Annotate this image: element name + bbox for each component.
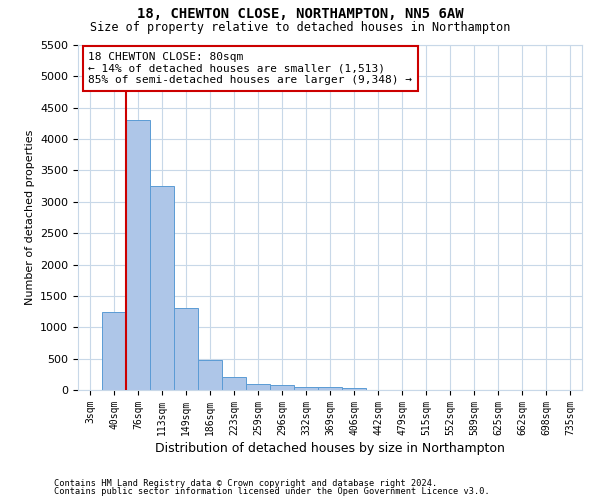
Bar: [126, 120, 150, 390]
Text: Size of property relative to detached houses in Northampton: Size of property relative to detached ho…: [90, 22, 510, 35]
Y-axis label: Number of detached properties: Number of detached properties: [25, 130, 35, 305]
Text: 18 CHEWTON CLOSE: 80sqm
← 14% of detached houses are smaller (1,513)
85% of semi: 18 CHEWTON CLOSE: 80sqm ← 14% of detache…: [88, 52, 412, 85]
Bar: [318, 388, 342, 390]
Text: Contains public sector information licensed under the Open Government Licence v3: Contains public sector information licen…: [54, 487, 490, 496]
Bar: [222, 378, 246, 390]
Text: 18, CHEWTON CLOSE, NORTHAMPTON, NN5 6AW: 18, CHEWTON CLOSE, NORTHAMPTON, NN5 6AW: [137, 8, 463, 22]
Bar: [294, 387, 318, 390]
Text: Contains HM Land Registry data © Crown copyright and database right 2024.: Contains HM Land Registry data © Crown c…: [54, 478, 437, 488]
Bar: [174, 308, 198, 390]
Bar: [102, 312, 126, 390]
X-axis label: Distribution of detached houses by size in Northampton: Distribution of detached houses by size …: [155, 442, 505, 455]
Bar: [270, 386, 294, 390]
Bar: [246, 384, 270, 390]
Bar: [198, 360, 222, 390]
Bar: [150, 186, 174, 390]
Bar: [342, 388, 366, 390]
